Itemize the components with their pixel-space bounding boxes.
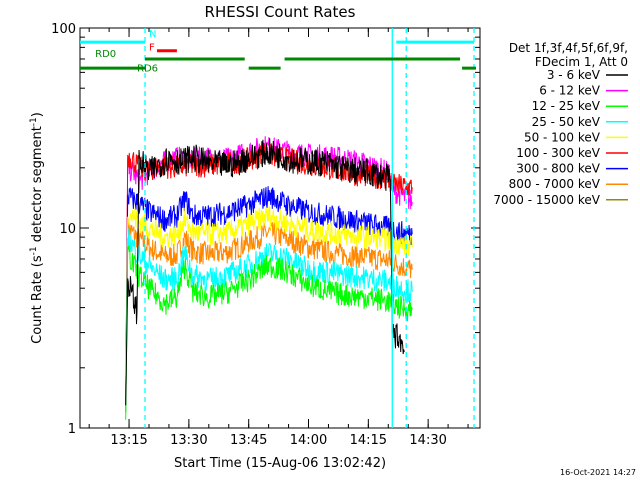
x-tick-label: 14:15 <box>350 433 387 448</box>
series-line-3 <box>125 228 413 413</box>
legend-entry-0: 3 - 6 keV <box>547 68 601 82</box>
x-tick-label: 13:15 <box>110 433 147 448</box>
series-line-2 <box>125 245 413 420</box>
x-tick-label: 13:45 <box>230 433 267 448</box>
series-line-6 <box>125 186 413 406</box>
legend-entry-6: 300 - 800 keV <box>516 162 600 176</box>
legend-entry-8: 7000 - 15000 keV <box>493 193 600 207</box>
series-line-4 <box>125 205 413 413</box>
plot-area: 1 10 100 13:15 13:30 13:45 14:00 14:15 14:30 NF RD… <box>51 22 481 448</box>
chart-title: RHESSI Count Rates <box>205 3 356 21</box>
x-tick-label: 13:30 <box>170 433 207 448</box>
timestamp: 16-Oct-2021 14:27 <box>560 468 636 477</box>
x-axis-label: Start Time (15-Aug-06 13:02:42) <box>174 456 386 471</box>
front-label-f: F <box>149 43 155 54</box>
rd6-label: RD6 <box>137 64 158 75</box>
series-line-0 <box>125 138 405 406</box>
y-axis-label-end: ) <box>30 112 45 117</box>
legend-entry-4: 50 - 100 keV <box>524 130 601 144</box>
legend: Det 1f,3f,4f,5f,6f,9f,FDecim 1, Att 03 -… <box>493 41 628 207</box>
y-tick-label: 1 <box>68 422 76 437</box>
legend-entry-5: 100 - 300 keV <box>516 146 600 160</box>
legend-header: Det 1f,3f,4f,5f,6f,9f, <box>509 41 628 55</box>
y-axis-label: Count Rate (s-1 detector segment-1) <box>29 112 45 344</box>
y-tick-label: 100 <box>51 22 76 37</box>
legend-entry-1: 6 - 12 keV <box>539 84 601 98</box>
legend-entry-3: 25 - 50 keV <box>532 115 601 129</box>
y-axis-label-sup2: -1 <box>29 117 39 126</box>
legend-entry-2: 12 - 25 keV <box>532 99 601 113</box>
legend-entry-7: 800 - 7000 keV <box>509 177 601 191</box>
x-tick-label: 14:30 <box>409 433 446 448</box>
y-axis-label-mid: detector segment <box>30 126 45 246</box>
y-tick-label: 10 <box>59 222 76 237</box>
x-tick-label: 14:00 <box>290 433 327 448</box>
y-axis-label-sup: -1 <box>29 246 39 255</box>
rd0-label: RD0 <box>95 49 116 60</box>
attenuator-label-n: N <box>149 29 156 40</box>
legend-header: FDecim 1, Att 0 <box>535 55 628 69</box>
y-axis-label-start: Count Rate (s <box>30 255 45 344</box>
